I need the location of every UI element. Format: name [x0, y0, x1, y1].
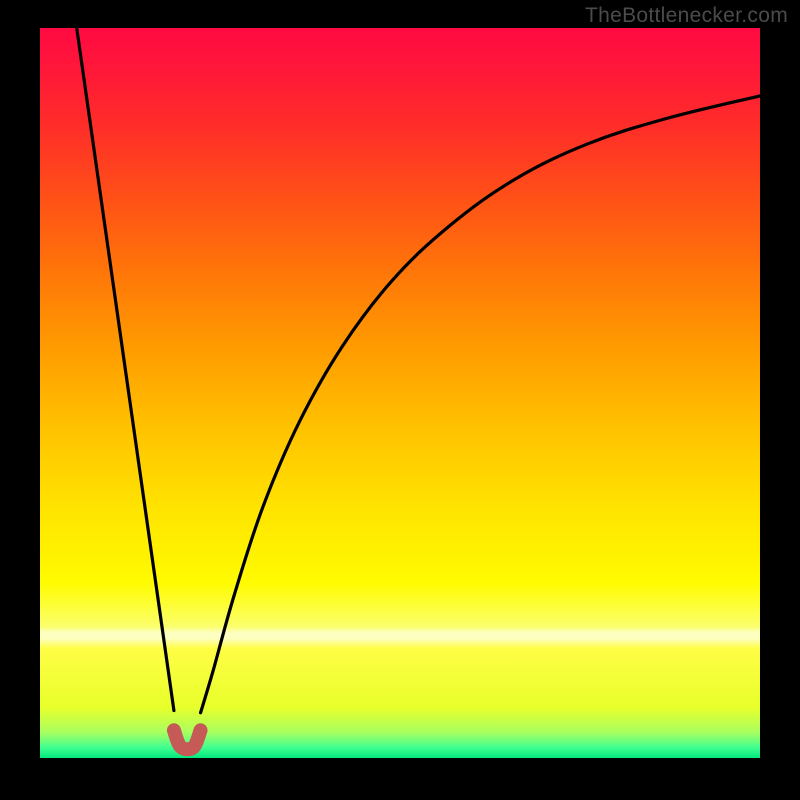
watermark-text: TheBottlenecker.com [585, 4, 788, 28]
plot-gradient-background [40, 28, 760, 758]
chart-container: TheBottlenecker.com [0, 0, 800, 800]
bottleneck-heatmap-chart [0, 0, 800, 800]
